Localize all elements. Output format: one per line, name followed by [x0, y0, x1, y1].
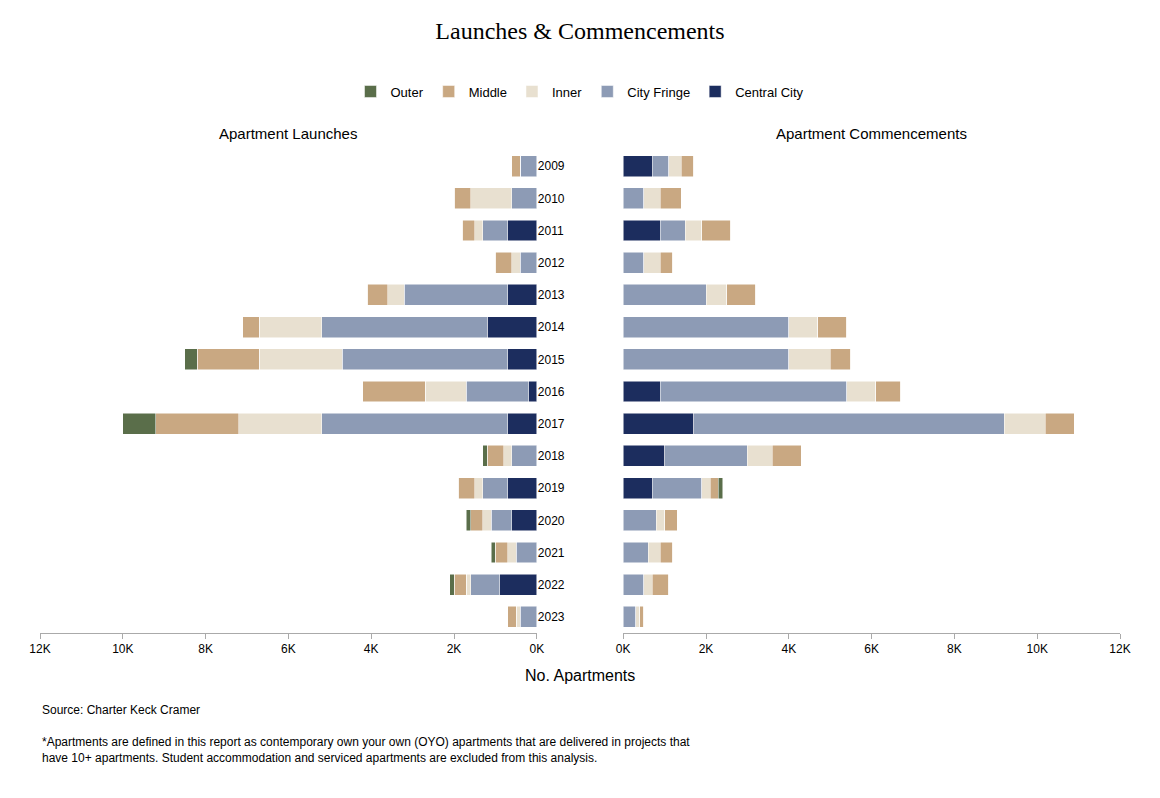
svg-text:2021: 2021 [538, 546, 565, 560]
svg-text:Apartment Launches: Apartment Launches [219, 125, 357, 142]
svg-text:Outer: Outer [391, 85, 424, 100]
svg-text:2014: 2014 [538, 320, 565, 334]
svg-text:12K: 12K [1109, 642, 1130, 656]
svg-text:12K: 12K [29, 642, 50, 656]
svg-text:0K: 0K [616, 642, 631, 656]
svg-text:2011: 2011 [538, 224, 564, 238]
svg-text:Source: Charter Keck Cramer: Source: Charter Keck Cramer [42, 703, 200, 717]
svg-text:8K: 8K [947, 642, 962, 656]
svg-text:0K: 0K [529, 642, 544, 656]
svg-text:6K: 6K [281, 642, 296, 656]
svg-text:Central City: Central City [735, 85, 803, 100]
svg-text:2022: 2022 [538, 578, 565, 592]
svg-text:4K: 4K [781, 642, 796, 656]
svg-text:2K: 2K [699, 642, 714, 656]
svg-text:2017: 2017 [538, 417, 565, 431]
svg-text:2023: 2023 [538, 610, 565, 624]
svg-text:2018: 2018 [538, 449, 565, 463]
svg-text:2016: 2016 [538, 385, 565, 399]
svg-text:6K: 6K [864, 642, 879, 656]
svg-text:*Apartments are defined in thi: *Apartments are defined in this report a… [42, 735, 690, 765]
svg-text:2015: 2015 [538, 353, 565, 367]
svg-text:No. Apartments: No. Apartments [525, 667, 635, 684]
svg-text:2020: 2020 [538, 514, 565, 528]
svg-text:4K: 4K [364, 642, 379, 656]
svg-text:Launches & Commencements: Launches & Commencements [435, 18, 724, 44]
svg-text:Inner: Inner [552, 85, 582, 100]
svg-text:8K: 8K [198, 642, 213, 656]
svg-text:2019: 2019 [538, 481, 565, 495]
svg-text:2K: 2K [447, 642, 462, 656]
svg-text:Apartment Commencements: Apartment Commencements [776, 125, 967, 142]
svg-text:2009: 2009 [538, 159, 565, 173]
svg-text:10K: 10K [112, 642, 133, 656]
svg-text:2012: 2012 [538, 256, 565, 270]
svg-text:Middle: Middle [469, 85, 507, 100]
svg-text:10K: 10K [1027, 642, 1048, 656]
svg-text:City Fringe: City Fringe [627, 85, 690, 100]
svg-text:2013: 2013 [538, 288, 565, 302]
svg-text:2010: 2010 [538, 192, 565, 206]
